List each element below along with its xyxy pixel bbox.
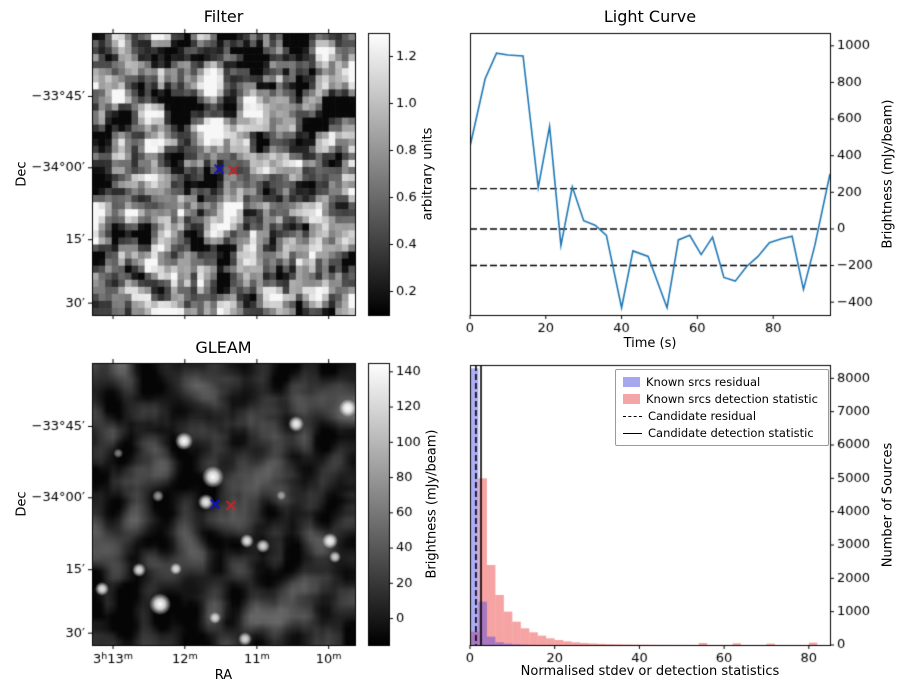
dec-axis-label-bottom: Dec — [14, 491, 30, 517]
legend-solid-line-icon — [623, 432, 642, 434]
brightness-axis-label-lightcurve: Brightness (mJy/beam) — [880, 99, 896, 249]
legend-label: Known srcs residual — [646, 375, 761, 389]
legend-label: Candidate residual — [648, 409, 757, 423]
normalised-stdev-label: Normalised stdev or detection statistics — [520, 664, 780, 679]
legend-patch-residual — [623, 377, 640, 387]
light-curve-title: Light Curve — [603, 7, 697, 26]
legend: Known srcs residual Known srcs detection… — [615, 369, 829, 446]
legend-label: Candidate detection statistic — [648, 426, 814, 440]
legend-item: Candidate detection statistic — [623, 426, 821, 440]
ra-axis-label: RA — [214, 668, 233, 683]
dec-axis-label-top: Dec — [14, 161, 30, 187]
legend-patch-detection — [623, 394, 640, 404]
legend-item: Known srcs detection statistic — [623, 392, 821, 406]
gleam-title: GLEAM — [195, 338, 252, 357]
legend-dashed-line-icon — [623, 415, 642, 417]
arbitrary-units-label: arbitrary units — [420, 127, 436, 221]
legend-item: Known srcs residual — [623, 375, 821, 389]
brightness-axis-label-colorbar: Brightness (mJy/beam) — [424, 429, 440, 579]
legend-label: Known srcs detection statistic — [646, 392, 818, 406]
filter-title: Filter — [203, 7, 244, 26]
legend-item: Candidate residual — [623, 409, 821, 423]
number-of-sources-label: Number of Sources — [880, 442, 896, 568]
time-axis-label: Time (s) — [623, 336, 677, 351]
